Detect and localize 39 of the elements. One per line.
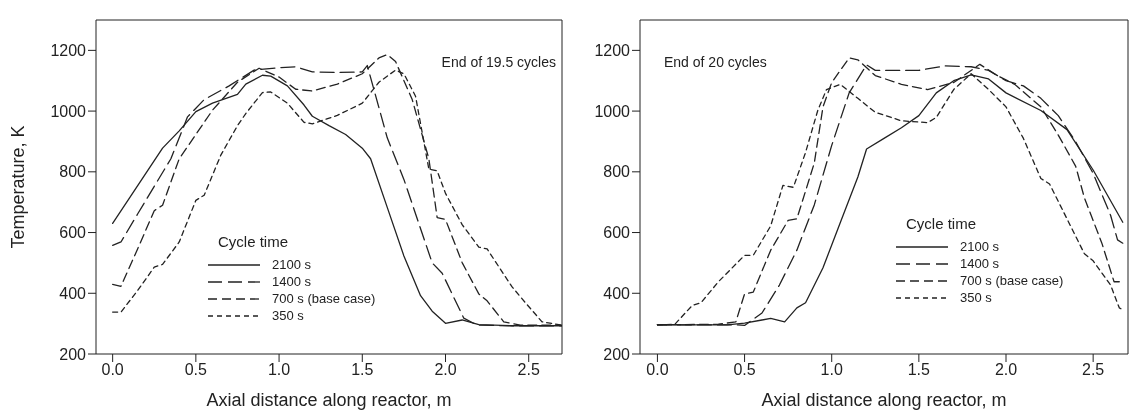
legend-label: 2100 s <box>272 257 312 272</box>
legend-label: 700 s (base case) <box>960 273 1064 288</box>
y-tick-label: 600 <box>603 224 631 242</box>
x-tick-label: 0.5 <box>733 361 756 379</box>
x-tick-label: 1.0 <box>820 361 843 379</box>
x-axis-title: Axial distance along reactor, m <box>206 390 452 410</box>
y-tick-label: 1000 <box>594 102 631 120</box>
x-tick-label: 0.5 <box>184 361 208 379</box>
annotation: End of 19.5 cycles <box>441 54 556 70</box>
legend-label: 350 s <box>272 308 304 323</box>
y-tick-label: 800 <box>59 163 87 181</box>
legend-label: 700 s (base case) <box>272 291 376 306</box>
x-tick-label: 2.0 <box>434 361 457 379</box>
x-tick-label: 1.5 <box>351 361 374 379</box>
legend-label: 2100 s <box>960 239 1000 254</box>
y-tick-label: 400 <box>59 284 87 302</box>
y-tick-label: 200 <box>603 345 631 363</box>
x-tick-label: 0.0 <box>101 361 124 379</box>
y-tick-label: 1200 <box>50 42 87 60</box>
x-axis-title: Axial distance along reactor, m <box>761 390 1007 410</box>
y-tick-label: 600 <box>59 224 87 242</box>
x-tick-label: 2.5 <box>517 361 540 379</box>
y-tick-label: 800 <box>603 163 631 181</box>
y-axis-title: Temperature, K <box>8 125 29 249</box>
legend-label: 1400 s <box>960 256 1000 271</box>
legend-title: Cycle time <box>906 215 977 232</box>
y-tick-label: 1000 <box>50 102 87 120</box>
x-tick-label: 1.0 <box>267 361 291 379</box>
y-tick-label: 400 <box>603 284 631 302</box>
y-tick-label: 200 <box>59 345 87 363</box>
annotation: End of 20 cycles <box>664 54 767 70</box>
x-tick-label: 1.5 <box>907 361 931 379</box>
x-tick-label: 2.0 <box>994 361 1018 379</box>
legend-label: 350 s <box>960 290 992 305</box>
y-tick-label: 1200 <box>594 42 631 60</box>
x-tick-label: 0.0 <box>646 361 669 379</box>
legend-title: Cycle time <box>218 233 289 250</box>
legend-label: 1400 s <box>272 274 312 289</box>
x-tick-label: 2.5 <box>1082 361 1105 379</box>
